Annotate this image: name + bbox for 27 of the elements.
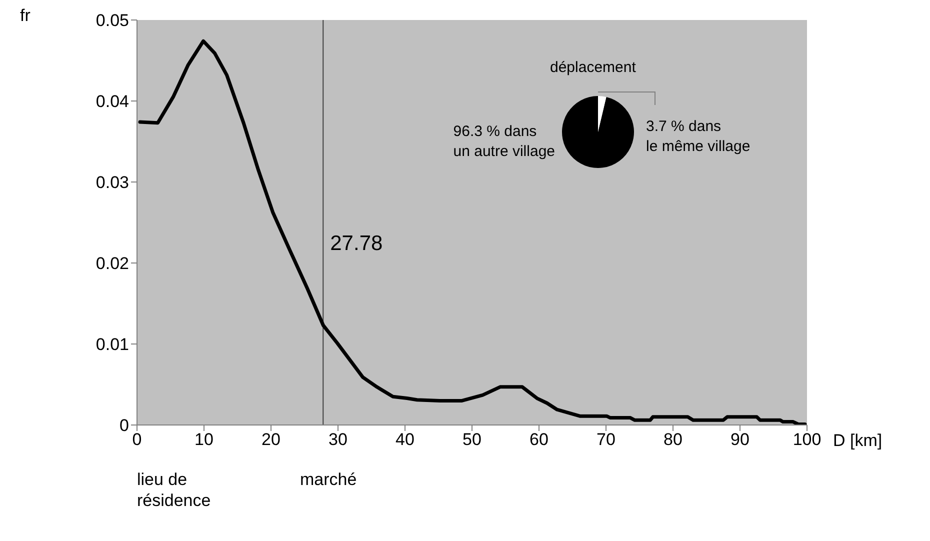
x-tick-label: 0 bbox=[132, 430, 142, 450]
x-tick-label: 30 bbox=[328, 430, 348, 450]
data-label: 3.7 % dans le même village bbox=[646, 117, 750, 157]
x-tick-label: 60 bbox=[530, 430, 548, 450]
x-tick-label: 20 bbox=[262, 430, 280, 450]
ref-line-label: 27.78 bbox=[330, 232, 383, 255]
x-tick-label: 40 bbox=[396, 430, 414, 450]
text: marché bbox=[300, 469, 357, 490]
x-tick-label: 100 bbox=[792, 430, 822, 450]
data-label: 96.3 % dans un autre village bbox=[453, 122, 555, 162]
pie-slice bbox=[562, 96, 634, 168]
chart-title: déplacement bbox=[550, 59, 636, 76]
y-tick-label: 0.05 bbox=[96, 11, 129, 30]
y-tick-label: 0.03 bbox=[96, 173, 129, 192]
x-tick-label: 10 bbox=[194, 430, 214, 450]
x-tick-label: 50 bbox=[462, 430, 482, 450]
x-tick-label: 80 bbox=[664, 430, 682, 450]
y-axis-title: fr bbox=[20, 6, 30, 26]
text: lieu de résidence bbox=[137, 469, 211, 511]
y-tick-label: 0.01 bbox=[96, 335, 129, 354]
x-tick-label: 90 bbox=[730, 430, 750, 450]
x-axis-title: D [km] bbox=[833, 431, 882, 451]
y-tick-label: 0.04 bbox=[96, 92, 129, 112]
x-tick-label: 70 bbox=[596, 430, 616, 450]
y-tick-label: 0.02 bbox=[96, 254, 129, 274]
pie-slice bbox=[598, 96, 606, 132]
y-tick-label: 0 bbox=[120, 416, 129, 436]
